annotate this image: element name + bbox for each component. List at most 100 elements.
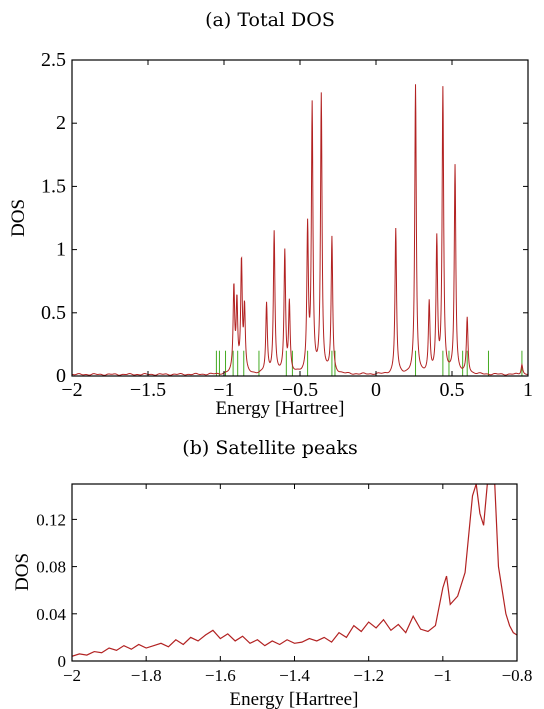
chart-b-data-point — [398, 624, 399, 625]
chart-b-data-point — [257, 639, 258, 640]
chart-b-y-tick-label: 0.04 — [36, 605, 66, 624]
chart-b-data-point — [235, 640, 236, 641]
chart-b-title: (b) Satellite peaks — [182, 437, 357, 459]
chart-b-data-point — [376, 627, 377, 628]
chart-a-peak-point — [274, 234, 275, 235]
chart-a-axes: −2 −1.5 −1 −0.5 0 0.5 1 0 0.5 1 1.5 2 2.5 — [41, 49, 533, 401]
chart-a-peak-point — [312, 111, 313, 112]
chart-a-y-tick-label: 1 — [56, 239, 66, 261]
chart-b-data-point — [361, 631, 362, 632]
chart-a-series-group — [72, 84, 528, 376]
chart-a-peak-point — [331, 240, 332, 241]
chart-b-data-point — [168, 646, 169, 647]
chart-a-peak-point — [233, 291, 234, 292]
chart-b-series-group — [72, 484, 517, 657]
chart-b-x-tick-label: −1.6 — [205, 666, 236, 685]
chart-b-data-point — [198, 640, 199, 641]
chart-a-peak-point — [307, 231, 308, 232]
chart-a-x-tick-label: 1 — [523, 379, 533, 401]
chart-b-data-point — [316, 640, 317, 641]
chart-a-title: (a) Total DOS — [205, 9, 335, 31]
chart-a-peak-point — [429, 306, 430, 307]
chart-b-axes: −2 −1.8 −1.6 −1.4 −1.2 −1 −0.8 0 0.04 0.08 0.12 — [36, 483, 532, 685]
chart-b-data-point — [116, 650, 117, 651]
chart-total-dos: (a) Total DOS −2 −1.5 −1 −0.5 0 0.5 1 0 0.5 1 1.5 2… — [8, 9, 533, 419]
chart-b-data-point — [442, 587, 443, 588]
chart-b-y-label: DOS — [12, 553, 33, 591]
chart-b-data-point — [131, 649, 132, 650]
chart-a-y-tick-label: 0 — [56, 365, 66, 387]
chart-b-data-point — [101, 652, 102, 653]
chart-b-y-tick-label: 0.12 — [36, 510, 66, 529]
chart-b-data-point — [435, 625, 436, 626]
chart-a-y-tick-label: 2.5 — [41, 49, 66, 71]
chart-a-peak-point — [289, 306, 290, 307]
chart-b-data-point — [502, 590, 503, 591]
chart-b-data-point — [479, 513, 480, 514]
chart-b-data-point — [86, 655, 87, 656]
chart-a-y-tick-label: 0.5 — [41, 302, 66, 324]
chart-b-data-point — [324, 637, 325, 638]
chart-a-peak-point — [284, 254, 285, 255]
chart-b-data-point — [420, 629, 421, 630]
chart-b-data-point — [309, 638, 310, 639]
chart-b-x-label: Energy [Hartree] — [230, 689, 359, 709]
chart-b-data-point — [405, 632, 406, 633]
chart-b-plot-area — [72, 484, 517, 657]
chart-b-data-point — [123, 645, 124, 646]
chart-b-data-point — [279, 644, 280, 645]
chart-b-data-point — [428, 631, 429, 632]
chart-a-peak-point — [521, 365, 522, 366]
chart-a-x-tick-label: −0.5 — [282, 379, 318, 401]
chart-b-data-point — [242, 636, 243, 637]
chart-a-peak-point — [395, 230, 396, 231]
chart-b-data-point — [368, 622, 369, 623]
chart-b-data-point — [220, 638, 221, 639]
chart-b-data-point — [346, 637, 347, 638]
chart-b-data-point — [505, 613, 506, 614]
chart-b-data-point — [161, 643, 162, 644]
chart-b-data-point — [153, 645, 154, 646]
chart-a-peak-point — [266, 306, 267, 307]
chart-b-frame — [71, 483, 518, 662]
chart-b-data-point — [465, 572, 466, 573]
chart-a-x-tick-label: 0 — [371, 379, 381, 401]
chart-b-data-point — [250, 643, 251, 644]
chart-b-data-point — [94, 651, 95, 652]
chart-b-y-tick-label: 0 — [58, 652, 67, 671]
chart-a-peak-point — [455, 167, 456, 168]
chart-a-frame — [71, 59, 529, 377]
chart-a-y-tick-label: 2 — [56, 112, 66, 134]
chart-b-data-point — [301, 642, 302, 643]
chart-b-x-tick-label: −1.4 — [279, 666, 310, 685]
chart-b-data-point — [457, 596, 458, 597]
chart-b-data-point — [353, 625, 354, 626]
chart-b-x-tick-label: −2 — [63, 666, 81, 685]
chart-b-data-point — [138, 644, 139, 645]
chart-b-data-point — [339, 632, 340, 633]
chart-b-data-point — [383, 619, 384, 620]
chart-b-data-point — [446, 576, 447, 577]
chart-b-data-point — [183, 644, 184, 645]
chart-a-dos-line — [72, 84, 528, 376]
chart-a-x-tick-label: −2 — [61, 379, 82, 401]
chart-a-plot-area — [72, 84, 528, 376]
chart-a-peak-point — [436, 243, 437, 244]
chart-b-data-point — [264, 645, 265, 646]
chart-b-data-point — [205, 635, 206, 636]
chart-b-data-point — [79, 653, 80, 654]
chart-b-y-tick-label: 0.08 — [36, 558, 66, 577]
chart-b-data-point — [146, 648, 147, 649]
chart-b-data-point — [509, 625, 510, 626]
chart-a-x-label: Energy [Hartree] — [216, 398, 345, 419]
chart-b-data-point — [294, 643, 295, 644]
chart-a-x-tick-label: −1 — [213, 379, 234, 401]
chart-b-data-point — [287, 639, 288, 640]
chart-b-data-point — [472, 495, 473, 496]
chart-b-data-point — [331, 642, 332, 643]
chart-b-data-point — [272, 640, 273, 641]
chart-b-data-point — [175, 639, 176, 640]
chart-b-data-point — [450, 604, 451, 605]
chart-b-data-point — [513, 632, 514, 633]
